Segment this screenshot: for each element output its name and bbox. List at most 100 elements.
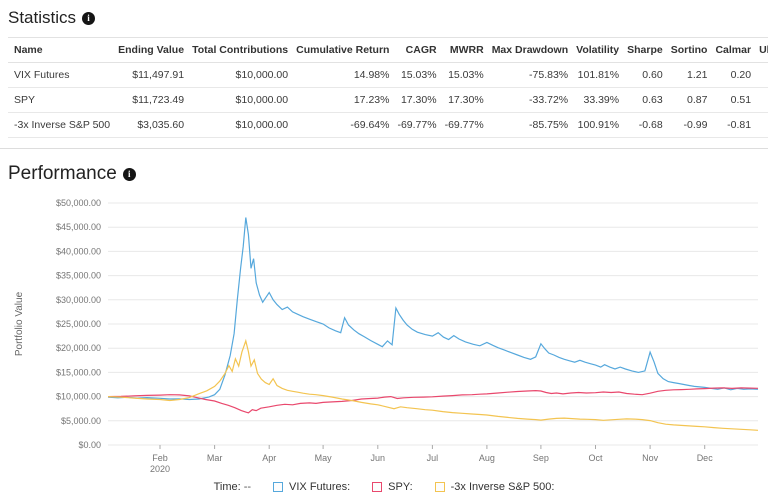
svg-text:Oct: Oct	[588, 453, 603, 463]
performance-section: Performance i $0.00 $5,000.00 $10,000.00 $1…	[0, 155, 768, 495]
value-cell: $10,000.00	[188, 112, 293, 138]
svg-text:Jun: Jun	[371, 453, 386, 463]
svg-text:$45,000.00: $45,000.00	[56, 222, 101, 232]
statistics-heading: Statistics i	[8, 8, 760, 28]
value-cell: 14.98%	[292, 62, 394, 88]
value-cell: 17.30%	[440, 87, 488, 113]
value-cell: 17.30%	[393, 87, 441, 113]
value-cell: -33.72%	[487, 87, 573, 113]
legend-time-label: Time:	[213, 481, 241, 493]
table-row: -3x Inverse S&P 500 $3,035.60 $10,000.00 -6…	[8, 112, 768, 138]
info-icon[interactable]: i	[82, 11, 96, 25]
svg-text:Mar: Mar	[207, 453, 223, 463]
value-cell: $11,723.49	[114, 87, 189, 113]
performance-title: Performance	[8, 163, 117, 184]
col-header-ulcer-index: Ulcer Index	[755, 37, 768, 63]
svg-text:$15,000.00: $15,000.00	[56, 367, 101, 377]
legend-item-spy[interactable]: SPY:	[372, 481, 413, 493]
value-cell: 101.81%	[572, 62, 624, 88]
value-cell: -69.64%	[292, 112, 394, 138]
value-cell: 15.03%	[440, 62, 488, 88]
col-header-name: Name	[8, 37, 115, 63]
legend-item-vix-futures[interactable]: VIX Futures:	[273, 481, 350, 493]
svg-text:Portfolio Value: Portfolio Value	[14, 291, 25, 356]
section-divider	[0, 148, 768, 149]
col-header-volatility: Volatility	[572, 37, 624, 63]
row-name-cell: VIX Futures	[8, 62, 115, 88]
svg-text:May: May	[315, 453, 333, 463]
col-header-cagr: CAGR	[393, 37, 441, 63]
value-cell: 100.91%	[572, 112, 624, 138]
value-cell: -0.68	[623, 112, 667, 138]
value-cell: -0.81	[711, 112, 756, 138]
info-icon[interactable]: i	[122, 167, 136, 181]
legend-swatch-icon	[434, 482, 445, 492]
value-cell: -75.83%	[487, 62, 573, 88]
svg-text:Jul: Jul	[427, 453, 439, 463]
svg-text:Aug: Aug	[479, 453, 495, 463]
svg-text:Nov: Nov	[642, 453, 659, 463]
svg-text:$20,000.00: $20,000.00	[56, 343, 101, 353]
svg-text:$40,000.00: $40,000.00	[56, 246, 101, 256]
col-header-ending-value: Ending Value	[114, 37, 189, 63]
value-cell: 10.16	[755, 87, 768, 113]
svg-text:$5,000.00: $5,000.00	[61, 416, 101, 426]
value-cell: -69.77%	[440, 112, 488, 138]
svg-text:Apr: Apr	[262, 453, 276, 463]
svg-text:$50,000.00: $50,000.00	[56, 198, 101, 208]
value-cell: 15.03%	[393, 62, 441, 88]
svg-text:$0.00: $0.00	[78, 440, 101, 450]
col-header-sharpe: Sharpe	[623, 37, 667, 63]
performance-chart[interactable]: $0.00 $5,000.00 $10,000.00 $15,000.00 $20,00…	[8, 193, 760, 493]
svg-text:$10,000.00: $10,000.00	[56, 392, 101, 402]
col-header-total-contributions: Total Contributions	[188, 37, 293, 63]
value-cell: $11,497.91	[114, 62, 189, 88]
value-cell: 33.39%	[572, 87, 624, 113]
svg-text:Feb: Feb	[152, 453, 168, 463]
svg-text:Dec: Dec	[697, 453, 714, 463]
svg-text:Sep: Sep	[533, 453, 549, 463]
value-cell: $10,000.00	[188, 62, 293, 88]
table-row: SPY $11,723.49 $10,000.00 17.23% 17.30% 17.30…	[8, 87, 768, 113]
value-cell: 0.63	[623, 87, 667, 113]
statistics-title: Statistics	[8, 8, 77, 27]
svg-text:$25,000.00: $25,000.00	[56, 319, 101, 329]
value-cell: 0.20	[711, 62, 756, 88]
value-cell: -85.75%	[487, 112, 573, 138]
legend-label: SPY:	[388, 481, 413, 493]
legend-swatch-icon	[372, 482, 383, 492]
chart-legend: Time: -- VIX Futures: SPY: -3x Inverse S&P …	[8, 481, 760, 493]
col-header-max-drawdown: Max Drawdown	[487, 37, 573, 63]
stats-table: Name Ending Value Total Contributions Cumul…	[8, 37, 768, 138]
value-cell: $10,000.00	[188, 87, 293, 113]
row-name-cell: SPY	[8, 87, 115, 113]
value-cell: -69.77%	[393, 112, 441, 138]
value-cell: 0.51	[711, 87, 756, 113]
performance-heading: Performance i	[8, 163, 760, 185]
value-cell: 1.21	[666, 62, 712, 88]
value-cell: 52.20	[755, 62, 768, 88]
col-header-calmar: Calmar	[711, 37, 756, 63]
table-row: VIX Futures $11,497.91 $10,000.00 14.98% 15.…	[8, 62, 768, 88]
legend-time-value: --	[243, 481, 252, 493]
row-name-cell: -3x Inverse S&P 500	[8, 112, 115, 138]
svg-text:$30,000.00: $30,000.00	[56, 295, 101, 305]
value-cell: 0.87	[666, 87, 712, 113]
col-header-cumulative-return: Cumulative Return	[292, 37, 394, 63]
legend-label: VIX Futures:	[289, 481, 351, 493]
value-cell: 17.23%	[292, 87, 394, 113]
legend-item--3x-inverse-s-p-500[interactable]: -3x Inverse S&P 500:	[434, 481, 555, 493]
performance-chart-canvas[interactable]: $0.00 $5,000.00 $10,000.00 $15,000.00 $20,00…	[8, 193, 764, 479]
col-header-mwrr: MWRR	[440, 37, 488, 63]
statistics-section: Statistics i Name Ending Value Total Contr…	[0, 0, 768, 140]
legend-swatch-icon	[273, 482, 284, 492]
svg-text:$35,000.00: $35,000.00	[56, 271, 101, 281]
legend-items: VIX Futures: SPY: -3x Inverse S&P 500:	[273, 481, 554, 493]
value-cell: 65.66	[755, 112, 768, 138]
svg-text:2020: 2020	[150, 464, 170, 474]
legend-time: Time: --	[214, 481, 251, 493]
stats-table-header-row: Name Ending Value Total Contributions Cumul…	[8, 37, 768, 63]
col-header-sortino: Sortino	[666, 37, 712, 63]
value-cell: $3,035.60	[114, 112, 189, 138]
legend-label: -3x Inverse S&P 500:	[450, 481, 555, 493]
